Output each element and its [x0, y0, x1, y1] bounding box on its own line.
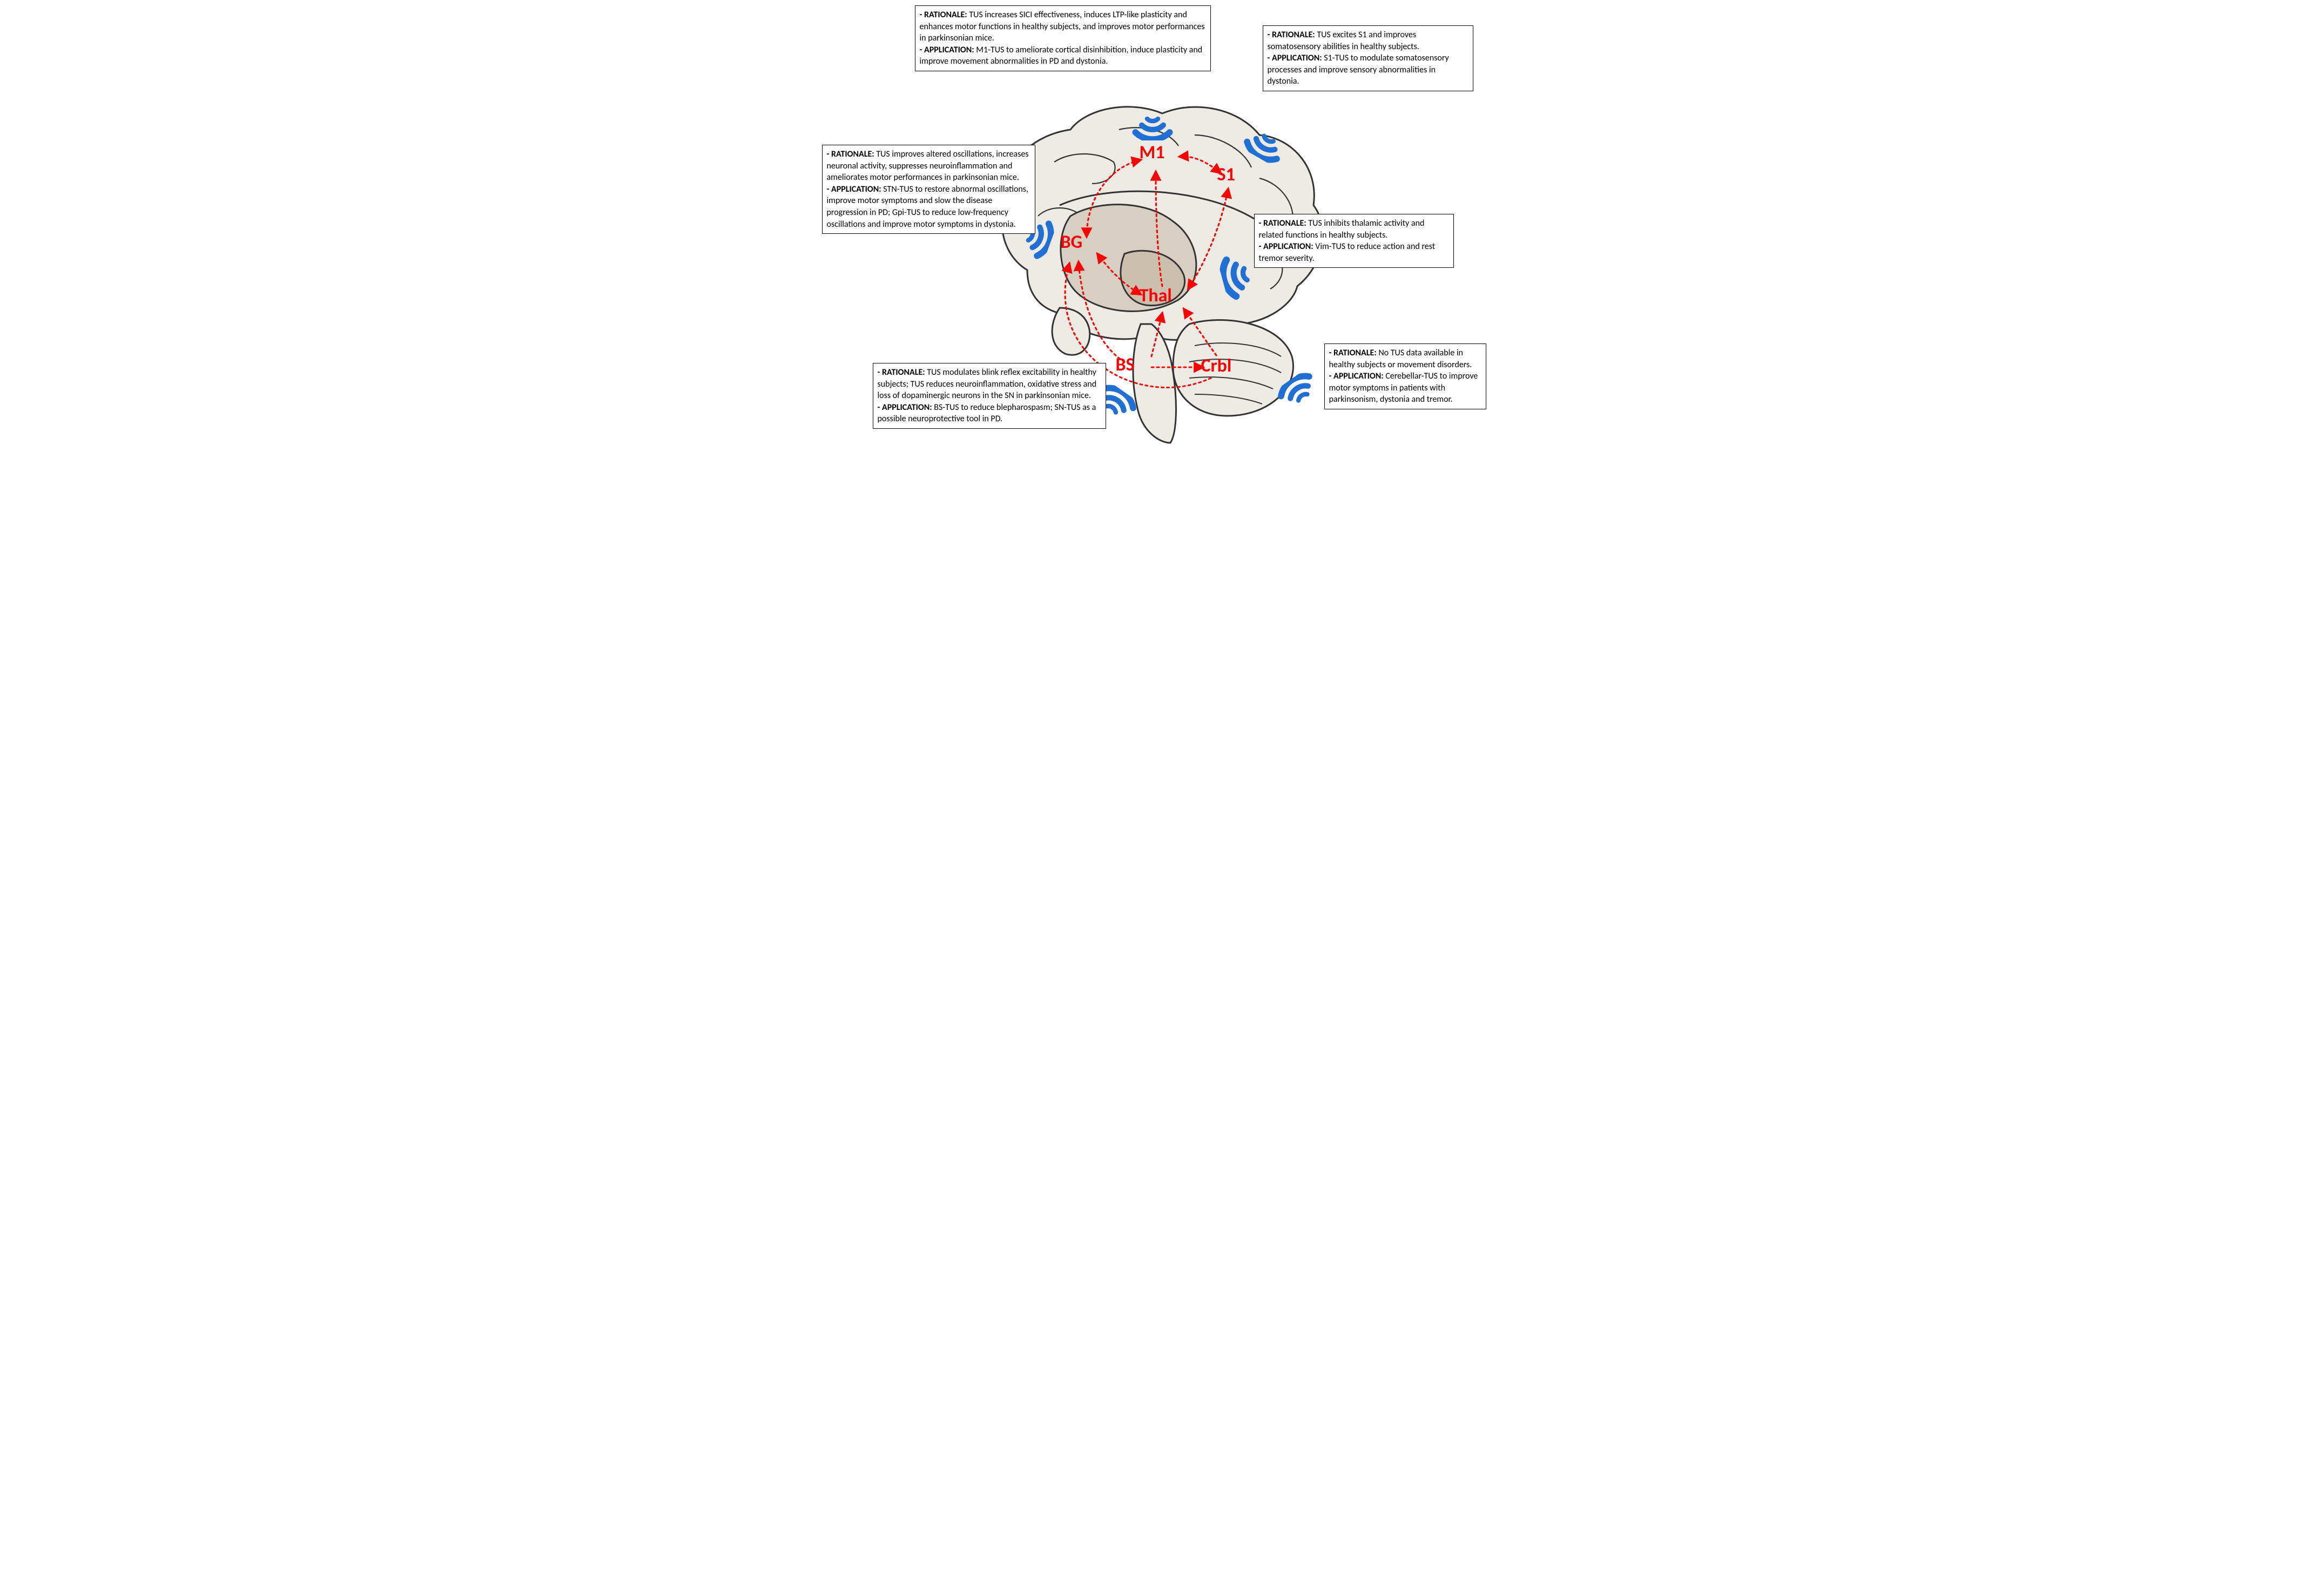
box-m1: - RATIONALE: TUS increases SICI effectiv…	[915, 5, 1211, 71]
application-label: - APPLICATION:	[1329, 371, 1384, 381]
rationale-label: - RATIONALE:	[1259, 218, 1306, 228]
rationale-label: - RATIONALE:	[827, 149, 874, 159]
node-bg: BG	[1061, 231, 1083, 253]
node-crbl: Crbl	[1201, 355, 1232, 377]
application-label: - APPLICATION:	[1268, 53, 1322, 63]
box-bg: - RATIONALE: TUS improves altered oscill…	[822, 145, 1035, 234]
rationale-label: - RATIONALE:	[878, 367, 925, 378]
box-bs: - RATIONALE: TUS modulates blink reflex …	[873, 363, 1106, 429]
application-label: - APPLICATION:	[920, 45, 974, 55]
node-bs: BS	[1116, 354, 1135, 376]
ultrasound-icon	[1126, 86, 1180, 140]
application-label: - APPLICATION:	[827, 184, 881, 194]
application-label: - APPLICATION:	[1259, 241, 1313, 252]
box-thal: - RATIONALE: TUS inhibits thalamic activ…	[1254, 214, 1454, 268]
rationale-label: - RATIONALE:	[1268, 30, 1315, 40]
figure-canvas: M1 S1 BG Thal BS Crbl - RATIONALE: TUS i…	[817, 0, 1508, 470]
rationale-label: - RATIONALE:	[920, 10, 967, 20]
rationale-label: - RATIONALE:	[1329, 348, 1377, 358]
application-label: - APPLICATION:	[878, 402, 932, 413]
node-m1: M1	[1140, 141, 1165, 164]
node-thal: Thal	[1140, 285, 1172, 307]
box-s1: - RATIONALE: TUS excites S1 and improves…	[1263, 25, 1473, 91]
node-s1: S1	[1217, 164, 1235, 186]
box-crbl: - RATIONALE: No TUS data available in he…	[1324, 343, 1486, 409]
